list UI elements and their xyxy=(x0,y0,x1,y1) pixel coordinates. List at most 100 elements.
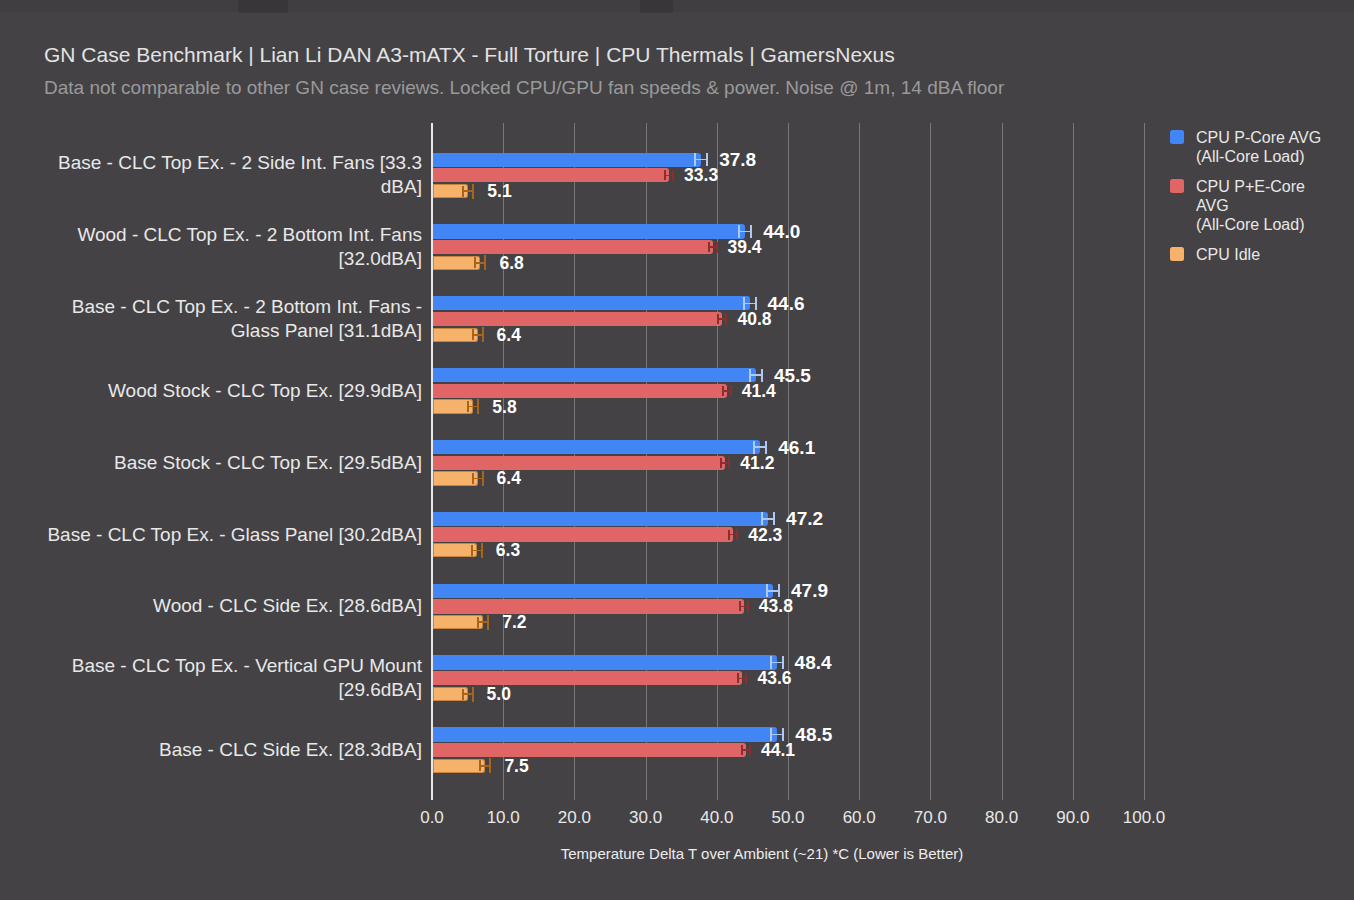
value-label: 40.8 xyxy=(737,310,771,328)
bar-idle xyxy=(433,256,480,270)
value-label: 41.4 xyxy=(742,382,776,400)
error-bar-cap xyxy=(739,601,741,611)
bar-pe-core xyxy=(433,168,669,182)
error-bar-cap xyxy=(694,153,696,166)
bar-p-core xyxy=(433,512,768,526)
legend-item: CPU P-Core AVG(All-Core Load) xyxy=(1170,128,1354,166)
bar-idle xyxy=(433,759,485,773)
value-label: 33.3 xyxy=(684,166,718,184)
value-label: 6.4 xyxy=(497,469,521,487)
legend-item: CPU P+E-CoreAVG(All-Core Load) xyxy=(1170,177,1354,234)
legend-item: CPU Idle xyxy=(1170,245,1354,264)
error-bar-cap xyxy=(728,530,730,540)
value-label: 43.6 xyxy=(757,669,791,687)
x-tick-label: 80.0 xyxy=(967,808,1037,828)
legend-swatch-pe_core xyxy=(1170,179,1184,193)
value-label: 6.3 xyxy=(496,541,520,559)
error-bar-cap xyxy=(730,385,732,396)
gridline xyxy=(1144,123,1145,800)
error-bar-cap xyxy=(708,242,710,252)
error-bar-cap xyxy=(753,441,755,454)
error-bar-cap xyxy=(725,314,727,325)
error-bar-cap xyxy=(664,170,666,180)
category-label: Wood - CLC Top Ex. - 2 Bottom Int. Fans[… xyxy=(22,223,422,271)
x-axis-title: Temperature Delta T over Ambient (~21) *… xyxy=(432,845,1092,862)
bar-pe-core xyxy=(433,384,727,398)
value-label: 7.5 xyxy=(504,757,528,775)
error-bar-cap xyxy=(728,457,730,468)
x-tick-label: 90.0 xyxy=(1038,808,1108,828)
value-label: 5.8 xyxy=(492,398,516,416)
value-label: 43.8 xyxy=(759,597,793,615)
error-bar-cap xyxy=(736,529,738,540)
legend: CPU P-Core AVG(All-Core Load) CPU P+E-Cor… xyxy=(1170,128,1354,275)
error-bar-cap xyxy=(472,184,474,199)
error-bar-cap xyxy=(717,314,719,324)
bar-pe-core xyxy=(433,743,746,757)
error-bar-cap xyxy=(484,255,486,270)
error-bar-cap xyxy=(738,225,740,238)
category-label: Base - CLC Side Ex. [28.3dBA] xyxy=(22,738,422,762)
bar-p-core xyxy=(433,727,777,741)
bar-p-core xyxy=(433,153,701,167)
error-bar-cap xyxy=(482,327,484,342)
value-label: 47.2 xyxy=(786,509,823,528)
x-tick-label: 30.0 xyxy=(611,808,681,828)
error-bar-cap xyxy=(745,673,747,684)
error-bar-cap xyxy=(481,543,483,558)
bar-p-core xyxy=(433,368,756,382)
gridline xyxy=(930,123,931,800)
error-bar-cap xyxy=(474,257,476,268)
category-label: Base - CLC Top Ex. - 2 Side Int. Fans [3… xyxy=(22,151,422,199)
x-tick-label: 20.0 xyxy=(539,808,609,828)
error-bar-cap xyxy=(462,689,464,700)
error-bar-cap xyxy=(722,386,724,396)
value-label: 46.1 xyxy=(778,438,815,457)
value-label: 44.0 xyxy=(763,222,800,241)
error-bar-cap xyxy=(770,656,772,669)
error-bar-cap xyxy=(472,329,474,340)
error-bar-cap xyxy=(472,687,474,702)
top-artifact xyxy=(640,0,673,13)
value-label: 42.3 xyxy=(748,526,782,544)
error-bar-cap xyxy=(782,656,784,669)
bar-pe-core xyxy=(433,599,744,613)
value-label: 44.6 xyxy=(768,294,805,313)
error-bar-cap xyxy=(743,297,745,310)
value-label: 44.1 xyxy=(761,741,795,759)
value-label: 48.4 xyxy=(795,653,832,672)
x-tick-label: 50.0 xyxy=(753,808,823,828)
legend-label: CPU P+E-CoreAVG(All-Core Load) xyxy=(1196,177,1305,234)
error-bar-cap xyxy=(766,584,768,597)
error-bar-cap xyxy=(741,745,743,755)
top-artifact xyxy=(238,0,288,13)
error-bar-cap xyxy=(761,369,763,382)
value-label: 5.0 xyxy=(487,685,511,703)
value-label: 6.4 xyxy=(497,326,521,344)
value-label: 39.4 xyxy=(728,238,762,256)
error-bar-cap xyxy=(737,673,739,683)
x-tick-label: 60.0 xyxy=(824,808,894,828)
error-bar-cap xyxy=(489,758,491,773)
value-label: 41.2 xyxy=(740,454,774,472)
error-bar-cap xyxy=(765,441,767,454)
bar-pe-core xyxy=(433,456,725,470)
category-label: Base - CLC Top Ex. - 2 Bottom Int. Fans … xyxy=(22,295,422,343)
error-bar-cap xyxy=(487,615,489,630)
bar-p-core xyxy=(433,655,777,669)
error-bar-cap xyxy=(747,601,749,612)
error-bar-cap xyxy=(749,745,751,756)
x-tick-label: 70.0 xyxy=(895,808,965,828)
error-bar-cap xyxy=(716,242,718,253)
bar-p-core xyxy=(433,296,750,310)
gridline xyxy=(1073,123,1074,800)
error-bar-cap xyxy=(782,728,784,741)
legend-label: CPU Idle xyxy=(1196,245,1260,264)
legend-swatch-idle xyxy=(1170,247,1184,261)
error-bar-cap xyxy=(770,728,772,741)
error-bar-cap xyxy=(761,512,763,525)
value-label: 47.9 xyxy=(791,581,828,600)
x-tick-label: 40.0 xyxy=(682,808,752,828)
error-bar-cap xyxy=(479,760,481,771)
category-label: Base - CLC Top Ex. - Glass Panel [30.2dB… xyxy=(22,523,422,547)
